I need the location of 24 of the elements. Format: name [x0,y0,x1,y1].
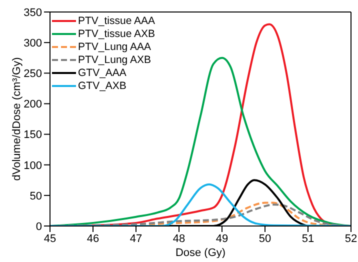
y-tick-label: 150 [24,129,42,142]
legend-label: PTV_tissue AAA [78,14,156,26]
x-tick-label: 50 [258,232,272,245]
legend-label: PTV_tissue AXB [78,28,156,40]
y-tick-label: 100 [24,160,42,172]
x-tick-label: 52 [344,232,358,245]
legend-label: GTV_AXB [78,80,126,92]
y-axis-title: dVolume/dDose (cm³/Gy) [11,57,23,181]
x-tick-label: 46 [86,232,100,245]
x-tick-label: 48 [172,232,186,245]
y-tick-label: 350 [24,6,42,19]
y-tick-label: 50 [30,190,42,202]
y-tick-label: 300 [24,37,42,50]
x-tick-label: 51 [302,232,314,245]
x-tick-label: 45 [44,232,56,245]
legend-label: GTV_AAA [78,66,126,78]
y-tick-label: 200 [24,98,42,111]
x-tick-label: 49 [216,232,228,245]
x-tick-label: 47 [130,232,142,245]
y-tick-label: 0 [36,220,42,233]
legend-label: PTV_Lung AAA [78,40,151,52]
y-tick-label: 250 [24,68,42,80]
x-axis-title: Dose (Gy) [175,247,226,259]
legend-label: PTV_Lung AXB [78,54,151,66]
